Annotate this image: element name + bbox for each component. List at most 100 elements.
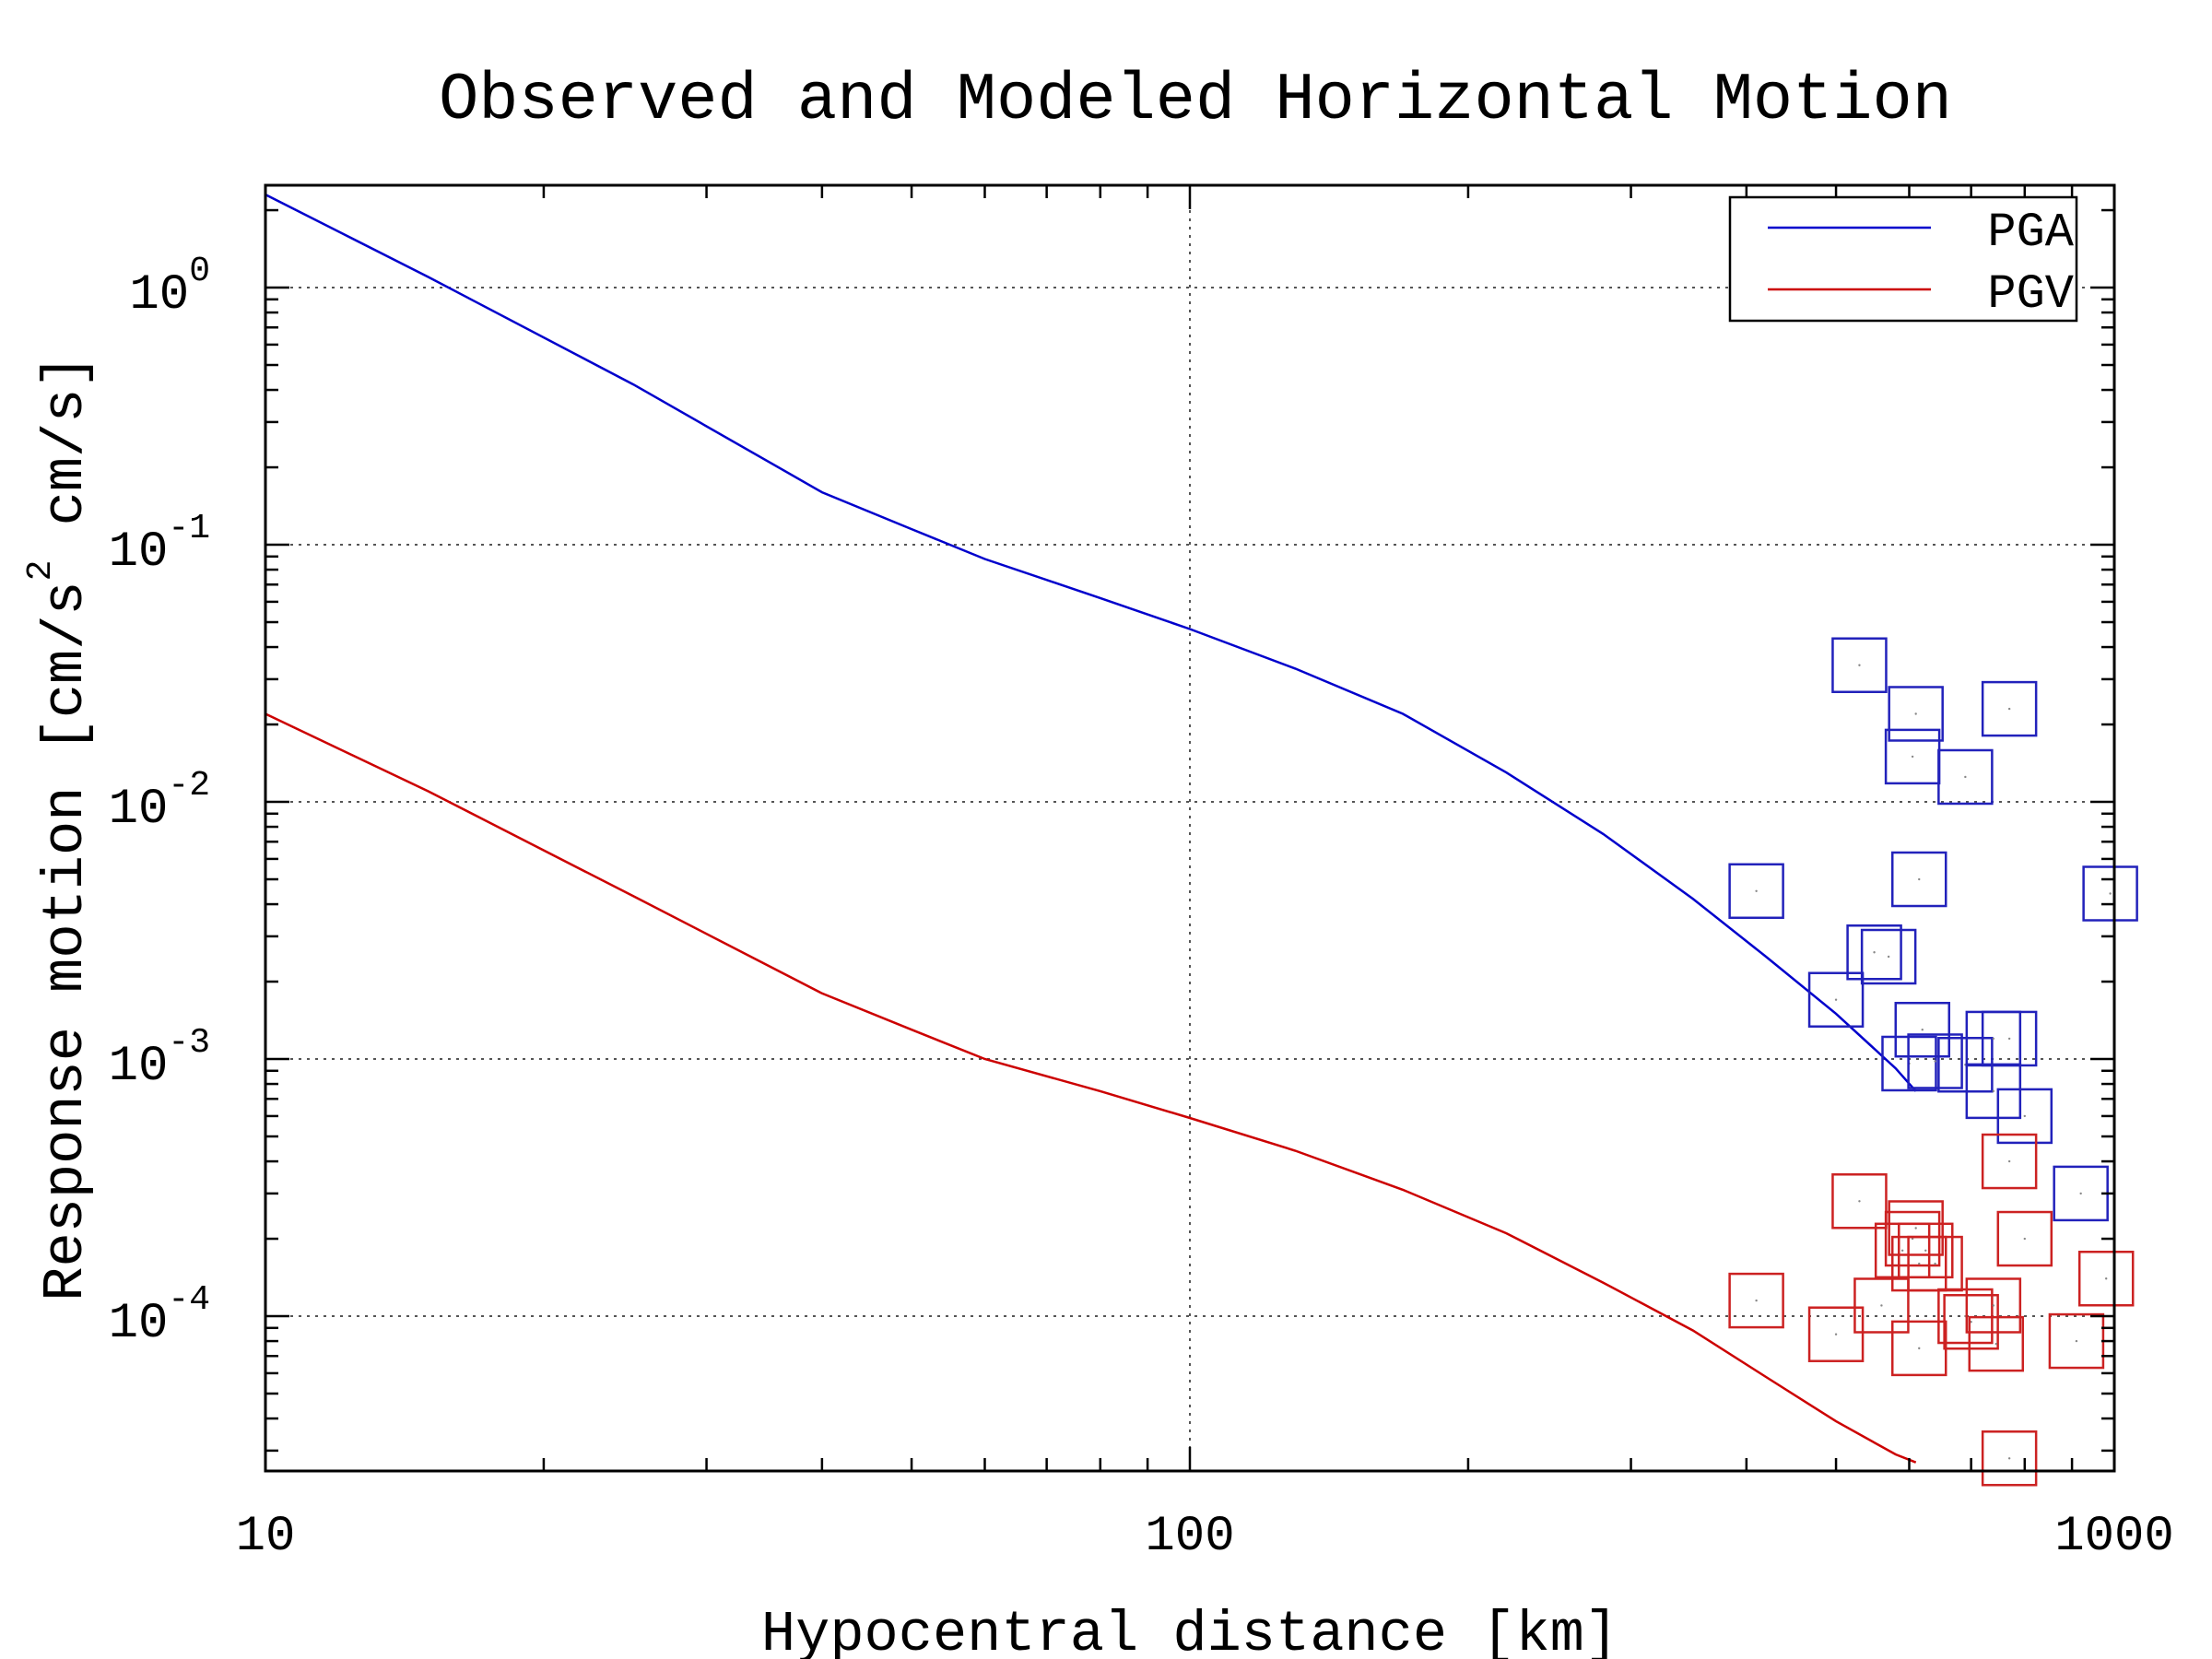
observed-marker-center xyxy=(1834,1333,1838,1335)
series-line-pgv xyxy=(265,712,1917,1464)
observed-marker-center xyxy=(1914,1227,1917,1230)
y-axis-label: Response motion [cm/s2 cm/s] xyxy=(21,354,99,1300)
observed-marker-3-16 xyxy=(1996,1210,2053,1267)
observed-marker-2-5 xyxy=(1890,851,1947,908)
observed-marker-3-9 xyxy=(1807,1306,1865,1362)
observed-marker-center xyxy=(1934,1060,1936,1063)
observed-marker-2-11 xyxy=(1907,1033,1963,1089)
legend: PGA PGV xyxy=(1728,195,2078,323)
observed-marker-center xyxy=(1964,775,1967,779)
observed-marker-2-18 xyxy=(2082,865,2138,922)
observed-marker-center xyxy=(1918,1262,1921,1265)
observed-marker-center xyxy=(2007,1159,2011,1163)
observed-marker-2-7 xyxy=(1860,928,1917,985)
y-tick-label-exponent: -3 xyxy=(168,1023,210,1063)
y-tick-label-2: 10-2 xyxy=(109,766,210,838)
observed-marker-2-19 xyxy=(1981,680,2038,737)
observed-marker-center xyxy=(1994,1342,1997,1346)
observed-marker-3-18 xyxy=(2077,1251,2135,1307)
observed-marker-center xyxy=(1992,1037,1995,1041)
observed-marker-3-19 xyxy=(1981,1430,2038,1487)
observed-marker-center xyxy=(1834,998,1838,1001)
series-line-pga xyxy=(265,193,1917,1092)
y-axis-label-superscript: 2 xyxy=(21,560,61,582)
observed-marker-center xyxy=(2007,1037,2011,1041)
y-tick-label-4: 10-4 xyxy=(109,1280,210,1352)
observed-marker-3-1 xyxy=(1831,1173,1888,1230)
y-tick-label-3: 10-3 xyxy=(109,1023,210,1095)
observed-marker-3-2 xyxy=(1888,1200,1944,1256)
legend-label-pga: PGA xyxy=(1987,206,2074,260)
plot-series xyxy=(265,193,1917,1464)
observed-marker-3-13 xyxy=(1965,1277,2022,1334)
observed-marker-center xyxy=(1880,1304,1883,1307)
observed-marker-2-9 xyxy=(1894,1001,1951,1058)
observed-marker-center xyxy=(1858,1200,1861,1203)
observed-marker-center xyxy=(1970,1321,1972,1324)
observed-marker-center xyxy=(1918,1347,1921,1350)
y-tick-label-1: 10-1 xyxy=(109,509,210,581)
observed-marker-center xyxy=(2023,1114,2026,1118)
observed-marker-3-3 xyxy=(1884,1210,1941,1267)
observed-marker-center xyxy=(2007,1457,2011,1460)
observed-marker-center xyxy=(1873,951,1876,954)
observed-marker-3-12 xyxy=(1943,1293,1999,1350)
y-tick-label-0: 100 xyxy=(129,252,210,324)
observed-marker-3-14 xyxy=(1968,1315,2025,1372)
observed-marker-3-7 xyxy=(1907,1235,1963,1292)
x-tick-label-2: 1000 xyxy=(2054,1509,2174,1565)
legend-box xyxy=(1728,195,2078,323)
observed-marker-center xyxy=(1911,1237,1914,1241)
observed-marker-2-15 xyxy=(1965,1010,2022,1067)
y-tick-label-base: 10 xyxy=(129,267,189,324)
observed-marker-2-0 xyxy=(1728,863,1784,920)
observed-marker-center xyxy=(1934,1262,1936,1265)
observed-marker-center xyxy=(1755,1299,1758,1302)
observed-marker-center xyxy=(1755,889,1758,892)
axis-ticks xyxy=(264,185,2114,1471)
observed-marker-3-6 xyxy=(1898,1222,1954,1279)
observed-marker-center xyxy=(1911,755,1914,759)
observed-marker-center xyxy=(1924,1249,1927,1253)
observed-marker-2-2 xyxy=(1888,686,1944,742)
x-tick-label-1: 100 xyxy=(1145,1509,1234,1565)
observed-marker-center xyxy=(1914,712,1917,715)
observed-marker-center xyxy=(1900,1249,1904,1253)
y-axis-label-part-1: Response motion [cm/s xyxy=(33,581,99,1300)
observed-marker-center xyxy=(2075,1339,2078,1343)
observed-marker-center xyxy=(1921,1029,1924,1031)
observed-marker-2-1 xyxy=(1831,637,1888,693)
observed-marker-center xyxy=(1887,955,1890,959)
x-axis-label: Hypocentral distance [km] xyxy=(761,1602,1618,1659)
observed-marker-center xyxy=(1858,664,1861,666)
observed-markers xyxy=(1728,637,2138,1487)
y-axis-label-part-2: cm/s] xyxy=(33,354,99,559)
observed-marker-3-0 xyxy=(1728,1272,1784,1329)
y-tick-label-exponent: 0 xyxy=(189,252,210,291)
chart-title: Observed and Modeled Horizontal Motion xyxy=(439,63,1952,138)
observed-marker-2-4 xyxy=(1937,748,1994,806)
observed-marker-2-6 xyxy=(1846,924,1902,981)
y-tick-label-base: 10 xyxy=(109,524,169,581)
y-tick-label-exponent: -1 xyxy=(168,509,210,548)
x-tick-label-0: 10 xyxy=(236,1509,296,1565)
y-tick-label-exponent: -4 xyxy=(168,1280,210,1320)
y-tick-label-base: 10 xyxy=(109,1296,169,1352)
observed-marker-center xyxy=(2104,1277,2108,1280)
observed-marker-center xyxy=(2109,892,2112,895)
legend-label-pgv: PGV xyxy=(1987,267,2074,322)
observed-marker-center xyxy=(2007,707,2011,711)
y-tick-label-base: 10 xyxy=(109,1039,169,1095)
observed-marker-center xyxy=(1992,1304,1995,1307)
grid-lines xyxy=(265,185,2114,1471)
y-tick-label-exponent: -2 xyxy=(168,766,210,806)
observed-marker-3-8 xyxy=(1853,1277,1910,1334)
observed-marker-center xyxy=(2023,1237,2026,1241)
observed-marker-2-16 xyxy=(1996,1088,2053,1145)
observed-marker-3-15 xyxy=(1981,1133,2038,1190)
y-tick-label-base: 10 xyxy=(109,782,169,838)
observed-marker-center xyxy=(1918,877,1921,881)
observed-marker-2-8 xyxy=(1807,971,1865,1028)
